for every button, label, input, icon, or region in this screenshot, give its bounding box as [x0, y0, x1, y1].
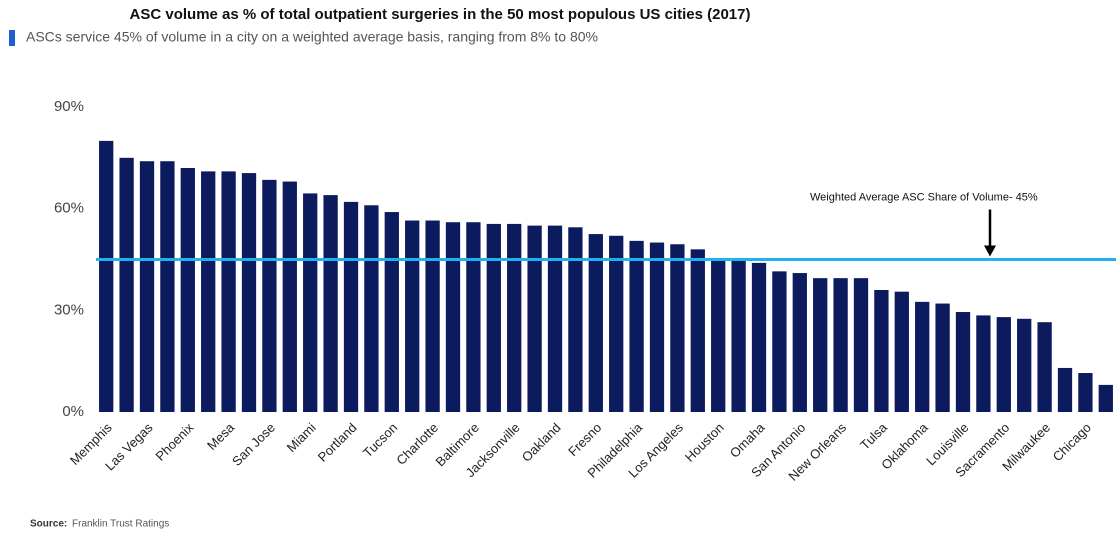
bar [405, 220, 420, 412]
bar [445, 222, 461, 412]
bar [343, 201, 359, 412]
bar [384, 212, 399, 412]
bar [670, 244, 685, 412]
y-tick-label: 30% [54, 301, 84, 318]
x-tick-label: Tulsa [857, 419, 890, 452]
bar [690, 249, 705, 412]
bar [160, 161, 175, 412]
y-tick-label: 60% [54, 200, 84, 217]
x-tick-label: Tucson [360, 420, 400, 460]
bar [119, 157, 134, 412]
bar [874, 290, 889, 412]
x-tick-label: Miami [284, 420, 319, 455]
source: Franklin Trust Ratings [72, 519, 169, 530]
bar [853, 278, 869, 412]
bar [323, 195, 338, 412]
bar [588, 234, 603, 412]
x-tick-label: Portland [315, 420, 360, 465]
y-tick-label: 90% [54, 98, 84, 115]
bar [466, 222, 481, 412]
bar [1078, 373, 1093, 412]
bar [364, 205, 379, 412]
bar [99, 140, 114, 412]
bar [711, 259, 726, 412]
x-tick-label: Fresno [565, 420, 604, 459]
bar [751, 262, 767, 412]
bar [935, 303, 950, 412]
y-tick-label: 0% [62, 403, 84, 420]
x-tick-label: Mesa [204, 419, 238, 453]
bar [507, 223, 522, 412]
bar [180, 168, 195, 412]
bar [568, 227, 583, 412]
bar [282, 181, 297, 412]
x-tick-label: Phoenix [153, 420, 197, 464]
bar [221, 171, 236, 412]
bar [996, 317, 1011, 412]
x-tick-label: San Jose [229, 420, 278, 469]
bar [1037, 322, 1052, 412]
x-tick-label: Oakland [519, 420, 564, 465]
bar [955, 312, 971, 412]
bar [609, 235, 624, 412]
bar [813, 278, 828, 412]
subtitle-marker [9, 30, 15, 46]
bar [139, 161, 155, 412]
reference-arrowhead [984, 245, 996, 257]
bar [486, 223, 501, 412]
bar [527, 225, 542, 412]
bar [772, 271, 787, 412]
x-tick-label: Chicago [1050, 420, 1094, 464]
bar [547, 225, 563, 412]
bar [833, 278, 848, 412]
x-tick-label: Houston [682, 420, 727, 465]
bar [201, 171, 216, 412]
bar [731, 259, 746, 412]
bar [792, 273, 807, 412]
chart-subtitle: ASCs service 45% of volume in a city on … [26, 29, 598, 45]
bar [629, 240, 644, 412]
source-label: Source: [30, 519, 67, 530]
chart-title: ASC volume as % of total outpatient surg… [130, 6, 751, 23]
bar [1057, 367, 1073, 412]
reference-label: Weighted Average ASC Share of Volume- 45… [810, 191, 1038, 203]
bar [425, 220, 440, 412]
bar [915, 301, 930, 412]
bar [976, 315, 991, 412]
bar [241, 173, 257, 412]
bar [303, 193, 318, 412]
bar [649, 242, 665, 412]
bar [894, 291, 909, 412]
bar [1098, 384, 1113, 412]
bar [262, 179, 277, 412]
bar [1017, 318, 1032, 412]
